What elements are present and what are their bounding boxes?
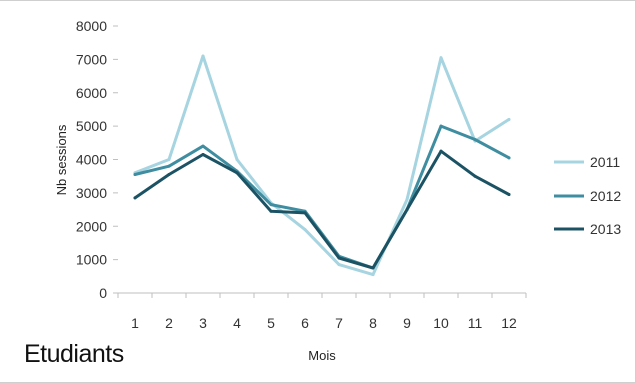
data-point-2011 <box>507 117 511 121</box>
x-tick-label: 6 <box>301 315 309 331</box>
x-axis-title: Mois <box>308 348 336 363</box>
series-line-2013 <box>133 149 511 270</box>
y-tick-label: 6000 <box>76 85 107 101</box>
data-point-2012 <box>473 137 477 141</box>
y-tick-label: 7000 <box>76 51 107 67</box>
x-tick-label: 5 <box>267 315 275 331</box>
data-point-2013 <box>337 256 341 260</box>
data-point-2011 <box>201 54 205 58</box>
data-point-2012 <box>133 173 137 177</box>
y-tick-label: 2000 <box>76 218 107 234</box>
series-line-2011 <box>133 54 511 277</box>
data-point-2011 <box>303 228 307 232</box>
y-tick-label: 1000 <box>76 252 107 268</box>
data-point-2011 <box>167 158 171 161</box>
y-tick-label: 4000 <box>76 152 107 168</box>
legend-label-2011: 2011 <box>590 154 620 170</box>
data-point-2011 <box>405 198 409 202</box>
data-point-2013 <box>405 208 409 212</box>
data-point-2013 <box>473 174 477 178</box>
x-tick-label: 3 <box>199 315 207 331</box>
data-point-2012 <box>201 144 205 148</box>
panel-title: Etudiants <box>24 340 124 368</box>
data-point-2013 <box>269 209 273 213</box>
y-tick-label: 3000 <box>76 185 107 201</box>
data-point-2013 <box>201 152 205 156</box>
x-tick-label: 4 <box>233 315 241 331</box>
data-point-2012 <box>269 203 273 207</box>
data-point-2011 <box>235 158 239 161</box>
data-point-2013 <box>235 171 239 175</box>
x-tick-label: 7 <box>335 315 343 331</box>
legend-label-2012: 2012 <box>590 188 621 204</box>
legend: 2011 2012 2013 <box>554 154 621 237</box>
data-point-2012 <box>507 156 511 160</box>
x-axis-ticks: 1 2 3 4 5 6 7 8 9 10 11 12 <box>117 293 527 331</box>
y-axis-ticks: 0 1000 2000 3000 4000 5000 6000 7000 8000 <box>76 18 118 301</box>
x-tick-label: 1 <box>131 315 139 331</box>
data-point-2011 <box>337 263 341 267</box>
data-point-2013 <box>439 149 443 153</box>
x-tick-label: 11 <box>468 315 483 331</box>
data-point-2013 <box>303 211 307 215</box>
x-tick-label: 12 <box>501 315 517 331</box>
legend-label-2013: 2013 <box>590 221 621 237</box>
y-axis-title: Nb sessions <box>54 124 69 195</box>
data-point-2013 <box>371 266 375 270</box>
data-point-2013 <box>167 173 171 177</box>
data-point-2013 <box>507 193 511 197</box>
y-tick-label: 5000 <box>76 118 107 134</box>
data-point-2011 <box>371 273 375 277</box>
x-tick-label: 8 <box>369 315 377 331</box>
x-tick-label: 9 <box>403 315 411 331</box>
y-tick-label: 0 <box>99 285 107 301</box>
data-point-2013 <box>133 196 137 200</box>
data-point-2012 <box>439 124 443 128</box>
series-lines <box>133 54 511 277</box>
data-point-2012 <box>167 164 171 168</box>
y-tick-label: 8000 <box>76 18 107 34</box>
data-point-2011 <box>439 56 443 60</box>
x-tick-label: 2 <box>165 315 173 331</box>
x-tick-label: 10 <box>433 315 449 331</box>
